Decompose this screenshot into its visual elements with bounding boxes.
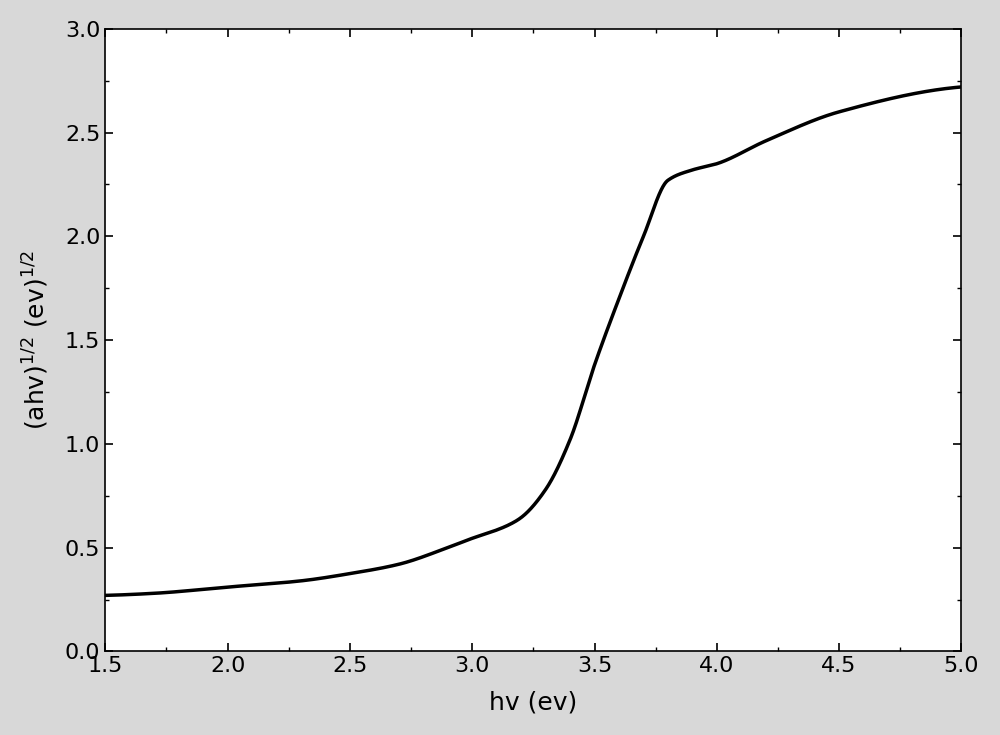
X-axis label: hv (ev): hv (ev): [489, 690, 577, 714]
Y-axis label: $(\mathregular{ahv})^{1/2}\ \mathregular{(ev)}^{1/2}$: $(\mathregular{ahv})^{1/2}\ \mathregular…: [21, 250, 51, 430]
